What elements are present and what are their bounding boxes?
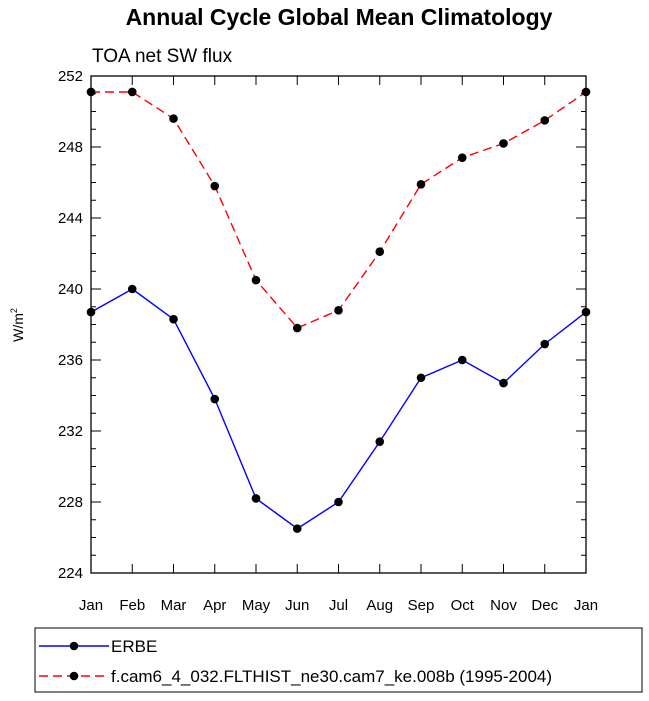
data-point-series-1 xyxy=(292,323,302,333)
y-tick-label: 232 xyxy=(58,423,83,440)
data-point-series-1 xyxy=(169,114,178,123)
data-point-series-0 xyxy=(334,497,343,507)
data-point-series-1 xyxy=(499,139,508,148)
x-tick-label: Feb xyxy=(119,597,145,614)
data-point-series-0 xyxy=(457,355,467,365)
y-tick-label: 228 xyxy=(58,494,83,511)
data-point-series-0 xyxy=(210,394,220,404)
x-tick-label: Nov xyxy=(490,597,517,614)
x-tick-label: Sep xyxy=(408,597,435,614)
legend-label-0: ERBE xyxy=(111,637,157,656)
data-point-series-1 xyxy=(581,87,591,97)
plot-area: Jan Feb Mar Apr May Jun Jul Aug Sep Oct Nov Dec Jan 2… xyxy=(58,68,598,614)
y-tick-label: 248 xyxy=(58,139,83,156)
data-point-series-1 xyxy=(86,87,96,97)
data-point-series-0 xyxy=(251,494,261,503)
data-point-series-1 xyxy=(375,247,385,257)
x-tick-label: Jul xyxy=(329,597,348,614)
x-tick-label: Apr xyxy=(203,597,226,614)
chart-subtitle: TOA net SW flux xyxy=(92,46,233,67)
legend-label-1: f.cam6_4_032.FLTHIST_ne30.cam7_ke.008b (… xyxy=(111,667,552,686)
y-tick-label: 244 xyxy=(58,210,83,227)
y-tick-label: 240 xyxy=(58,281,83,298)
series-line-0 xyxy=(90,288,587,530)
data-point-series-0 xyxy=(581,307,591,317)
data-point-series-1 xyxy=(210,181,220,191)
data-point-series-1 xyxy=(127,87,137,97)
y-axis-label: W/m2 xyxy=(9,308,26,342)
x-tick-label: May xyxy=(242,597,271,614)
x-tick-label: Jan xyxy=(79,597,103,614)
data-point-series-0 xyxy=(499,378,508,388)
series-line-1 xyxy=(91,91,587,329)
x-tick-label: Mar xyxy=(161,597,187,614)
legend-box xyxy=(34,627,643,693)
y-tick-label: 224 xyxy=(58,565,83,582)
legend: ERBE f.cam6_4_032.FLTHIST_ne30.cam7_ke.00… xyxy=(34,627,643,693)
y-axis-label-superscript: 2 xyxy=(9,308,19,313)
data-point-series-0 xyxy=(375,437,385,446)
data-point-series-0 xyxy=(416,373,426,383)
x-tick-label: Jun xyxy=(285,597,309,614)
data-point-series-1 xyxy=(416,179,426,189)
y-axis-label-base: W/m xyxy=(10,313,26,342)
data-point-series-0 xyxy=(292,524,302,533)
y-tick-label: 252 xyxy=(58,68,83,85)
data-point-series-0 xyxy=(127,284,137,294)
x-tick-label: Aug xyxy=(366,597,393,614)
legend-marker-1 xyxy=(69,671,79,681)
data-point-series-0 xyxy=(169,314,178,324)
data-point-series-0 xyxy=(86,307,96,317)
chart-title: Annual Cycle Global Mean Climatology xyxy=(126,4,553,30)
data-point-series-1 xyxy=(334,306,343,315)
x-tick-label: Jan xyxy=(574,597,598,614)
y-tick-label: 236 xyxy=(58,352,83,369)
data-point-series-1 xyxy=(540,116,550,125)
data-point-series-1 xyxy=(251,275,261,285)
legend-marker-0 xyxy=(69,641,79,651)
x-tick-label: Oct xyxy=(451,597,475,614)
data-point-series-1 xyxy=(457,153,467,162)
data-point-series-0 xyxy=(540,339,550,349)
x-tick-label: Dec xyxy=(531,597,558,614)
